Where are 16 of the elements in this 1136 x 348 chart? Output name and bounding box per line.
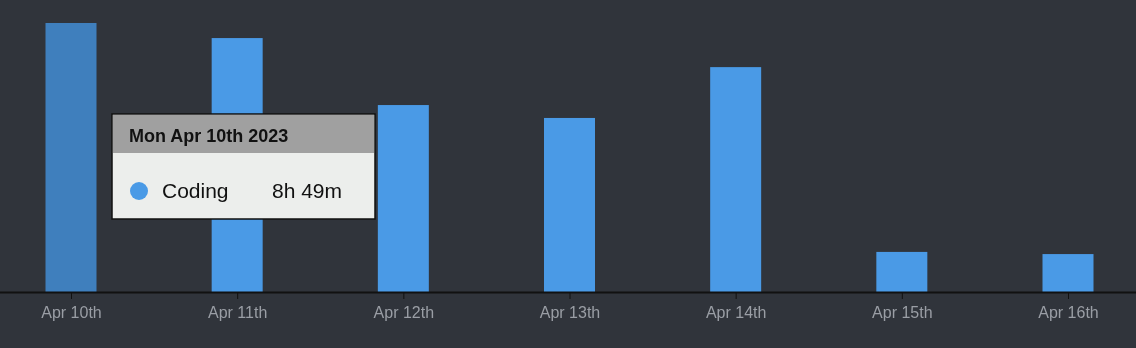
x-tick-label: Apr 10th [41,304,102,322]
annotation: Mon Apr 10th 2023 [129,126,289,146]
legend-label: Coding [162,179,229,202]
x-tick-label: Apr 15th [872,304,933,322]
annotation: 8h 49m [272,179,343,202]
bar [710,67,762,292]
x-tick-label: Apr 14th [705,304,767,322]
bar [377,105,429,292]
x-tick-label: Apr 11th [208,304,268,322]
x-tick-label: Apr 16th [1038,304,1099,322]
x-tick-label: Apr 13th [539,304,601,322]
bar [876,251,928,292]
x-tick-label: Apr 12th [373,304,435,322]
bar [1042,254,1094,292]
bar [544,117,595,292]
bar [45,23,97,292]
